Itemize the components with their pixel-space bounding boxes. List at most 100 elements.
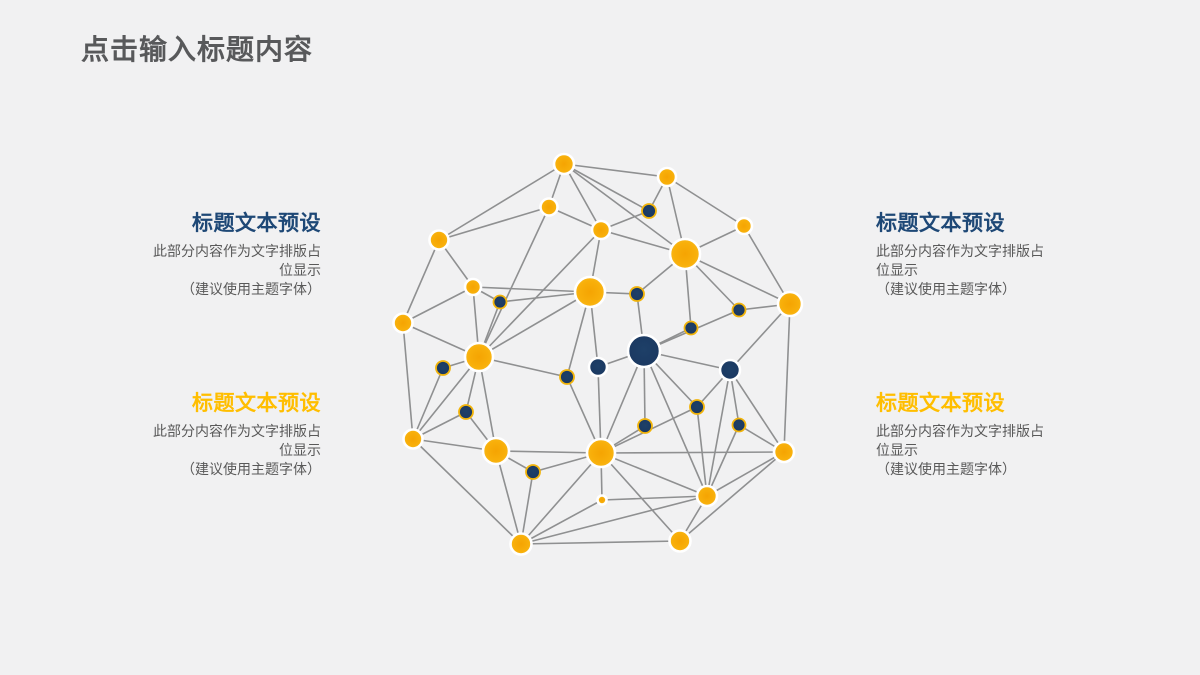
network-edge	[743, 225, 791, 305]
slide-title: 点击输入标题内容	[81, 34, 314, 65]
network-edge	[643, 350, 708, 497]
network-node-yellow	[428, 229, 450, 251]
body-line: （建议使用主题字体）	[181, 281, 321, 297]
network-nodes	[392, 152, 804, 556]
network-edge	[563, 163, 668, 178]
network-edge	[472, 286, 591, 293]
network-node-navy	[629, 286, 645, 302]
network-edge	[520, 499, 603, 545]
network-node-navy	[637, 418, 653, 434]
network-node-yellow	[734, 216, 754, 236]
body-line: 位显示	[876, 442, 918, 458]
network-node-navy	[525, 464, 541, 480]
network-edge	[601, 495, 708, 501]
body-line: 此部分内容作为文字排版占	[153, 243, 321, 259]
network-node-yellow	[776, 290, 804, 318]
network-edge	[412, 367, 444, 440]
network-edge	[520, 540, 681, 545]
text-block-heading: 标题文本预设	[876, 211, 1005, 235]
network-edge	[495, 450, 602, 454]
network-edge	[520, 471, 534, 545]
network-node-navy	[492, 294, 508, 310]
network-node-yellow	[402, 428, 424, 450]
network-edge	[520, 452, 602, 545]
body-line: （建议使用主题字体）	[876, 281, 1016, 297]
text-block-body: 此部分内容作为文字排版占 位显示 （建议使用主题字体）	[876, 422, 1104, 479]
network-node-navy	[689, 399, 705, 415]
network-edge	[563, 163, 602, 231]
body-line: （建议使用主题字体）	[876, 461, 1016, 477]
body-line: （建议使用主题字体）	[181, 461, 321, 477]
network-edge	[478, 356, 497, 452]
network-node-yellow	[772, 440, 796, 464]
text-block-top-right: 标题文本预设 此部分内容作为文字排版占 位显示 （建议使用主题字体）	[876, 211, 1104, 299]
network-edge	[478, 206, 550, 358]
network-edge	[438, 163, 565, 241]
text-block-heading: 标题文本预设	[192, 391, 321, 415]
network-edge	[783, 303, 791, 453]
text-block-bottom-right: 标题文本预设 此部分内容作为文字排版占 位显示 （建议使用主题字体）	[876, 391, 1104, 479]
network-edge	[679, 451, 785, 542]
network-edge	[478, 291, 591, 358]
network-node-yellow	[539, 197, 559, 217]
text-block-body: 此部分内容作为文字排版占 位显示 （建议使用主题字体）	[876, 242, 1104, 299]
network-edge	[729, 369, 785, 453]
network-edge	[438, 206, 550, 241]
network-node-navy	[731, 302, 747, 318]
network-edge	[478, 229, 602, 358]
body-line: 此部分内容作为文字排版占	[876, 243, 1044, 259]
text-block-body: 此部分内容作为文字排版占 位显示 （建议使用主题字体）	[93, 422, 321, 479]
network-edge	[600, 451, 785, 454]
network-node-yellow	[392, 312, 414, 334]
body-line: 位显示	[876, 262, 918, 278]
network-edge	[600, 452, 681, 542]
network-node-yellow	[585, 437, 617, 469]
text-block-heading: 标题文本预设	[192, 211, 321, 235]
network-node-yellow	[509, 532, 533, 556]
network-edge	[706, 424, 740, 497]
network-node-navy	[458, 404, 474, 420]
network-edge	[696, 406, 708, 497]
network-node-yellow	[463, 277, 483, 297]
network-node-navy	[641, 203, 657, 219]
network-edge	[706, 451, 785, 497]
network-node-navy	[626, 333, 662, 369]
network-node-yellow	[481, 436, 511, 466]
network-edge	[402, 286, 474, 324]
network-node-navy	[587, 356, 609, 378]
network-node-yellow	[590, 219, 612, 241]
network-edge	[600, 452, 708, 497]
network-node-yellow	[573, 275, 607, 309]
text-block-bottom-left: 标题文本预设 此部分内容作为文字排版占 位显示 （建议使用主题字体）	[93, 391, 321, 479]
text-block-body: 此部分内容作为文字排版占 位显示 （建议使用主题字体）	[93, 242, 321, 299]
network-node-yellow	[552, 152, 576, 176]
network-edge	[706, 369, 731, 497]
network-node-yellow	[656, 166, 678, 188]
network-node-navy	[731, 417, 747, 433]
network-edge	[412, 438, 522, 545]
network-edge	[666, 176, 745, 227]
network-node-yellow	[668, 237, 702, 271]
network-edge	[600, 350, 645, 454]
network-edge	[563, 163, 686, 255]
network-node-yellow	[463, 341, 495, 373]
body-line: 此部分内容作为文字排版占	[153, 423, 321, 439]
body-line: 位显示	[279, 262, 321, 278]
network-edge	[402, 322, 414, 440]
network-node-yellow	[695, 484, 719, 508]
network-node-yellow	[596, 494, 608, 506]
body-line: 此部分内容作为文字排版占	[876, 423, 1044, 439]
network-node-yellow	[668, 529, 692, 553]
network-node-navy	[435, 360, 451, 376]
network-node-navy	[718, 358, 742, 382]
network-node-navy	[683, 320, 699, 336]
network-edge	[729, 303, 791, 371]
body-line: 位显示	[279, 442, 321, 458]
network-edge	[563, 163, 650, 212]
network-node-navy	[559, 369, 575, 385]
text-block-heading: 标题文本预设	[876, 391, 1005, 415]
text-block-top-left: 标题文本预设 此部分内容作为文字排版占 位显示 （建议使用主题字体）	[93, 211, 321, 299]
network-edge	[520, 495, 708, 545]
